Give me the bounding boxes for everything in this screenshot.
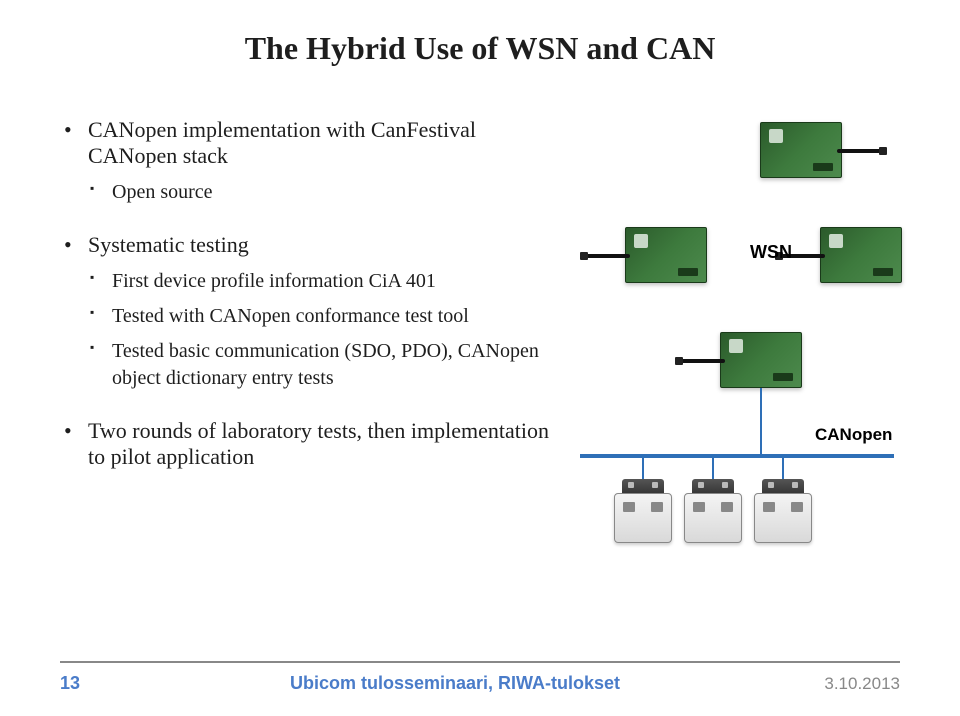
bullet-2-sub-3: Tested basic communication (SDO, PDO), C… [88, 338, 570, 392]
bullet-2-text: Systematic testing [88, 232, 249, 257]
bus-drop-3 [782, 454, 784, 482]
footer-row: 13 Ubicom tulosseminaari, RIWA-tulokset … [60, 673, 900, 694]
content-columns: CANopen implementation with CanFestival … [60, 117, 900, 547]
bullet-2-sub-1: First device profile information CiA 401 [88, 268, 570, 295]
text-column: CANopen implementation with CanFestival … [60, 117, 570, 547]
page-number: 13 [60, 673, 120, 694]
wsn-module-right [820, 227, 902, 283]
canopen-bus [580, 454, 894, 458]
device-body-icon [614, 493, 672, 543]
bus-drop-2 [712, 454, 714, 482]
bus-drop-gateway [760, 388, 762, 454]
footer-divider [60, 661, 900, 663]
wsn-module-bottom [720, 332, 802, 388]
antenna-icon [837, 149, 881, 153]
canopen-device-1 [614, 479, 672, 543]
footer-date: 3.10.2013 [790, 674, 900, 694]
slide: The Hybrid Use of WSN and CAN CANopen im… [0, 0, 960, 716]
wsn-module-left [625, 227, 707, 283]
device-body-icon [684, 493, 742, 543]
bullet-3: Two rounds of laboratory tests, then imp… [60, 418, 570, 470]
antenna-icon [681, 359, 725, 363]
bullet-2: Systematic testing First device profile … [60, 232, 570, 392]
canopen-label: CANopen [815, 425, 892, 445]
bullet-1-sub-1: Open source [88, 179, 570, 206]
canopen-device-3 [754, 479, 812, 543]
bullet-1: CANopen implementation with CanFestival … [60, 117, 570, 206]
bus-drop-1 [642, 454, 644, 482]
bullet-1-text: CANopen implementation with CanFestival … [88, 117, 476, 168]
canopen-device-2 [684, 479, 742, 543]
device-body-icon [754, 493, 812, 543]
bullet-list: CANopen implementation with CanFestival … [60, 117, 570, 470]
network-diagram: WSN CANopen [570, 117, 900, 547]
wsn-module-top [760, 122, 842, 178]
diagram-column: WSN CANopen [570, 117, 900, 547]
footer-title: Ubicom tulosseminaari, RIWA-tulokset [120, 673, 790, 694]
bullet-3-text: Two rounds of laboratory tests, then imp… [88, 418, 549, 469]
antenna-icon [586, 254, 630, 258]
bullet-2-sub-2: Tested with CANopen conformance test too… [88, 303, 570, 330]
wsn-label: WSN [750, 242, 792, 263]
slide-footer: 13 Ubicom tulosseminaari, RIWA-tulokset … [0, 661, 960, 694]
slide-title: The Hybrid Use of WSN and CAN [60, 30, 900, 67]
